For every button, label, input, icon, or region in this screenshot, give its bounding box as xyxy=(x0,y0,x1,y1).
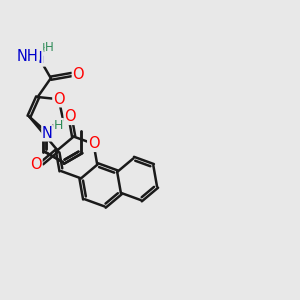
Text: N: N xyxy=(42,126,53,141)
Text: H: H xyxy=(54,118,63,132)
Text: NH: NH xyxy=(24,51,46,66)
Text: O: O xyxy=(88,136,99,151)
Text: O: O xyxy=(64,110,76,124)
Text: NH: NH xyxy=(17,49,39,64)
Text: H₂N: H₂N xyxy=(15,51,43,66)
Text: H: H xyxy=(45,41,54,54)
Text: H: H xyxy=(42,42,51,55)
Text: O: O xyxy=(72,67,84,82)
Text: O: O xyxy=(30,157,42,172)
Text: O: O xyxy=(53,92,64,107)
